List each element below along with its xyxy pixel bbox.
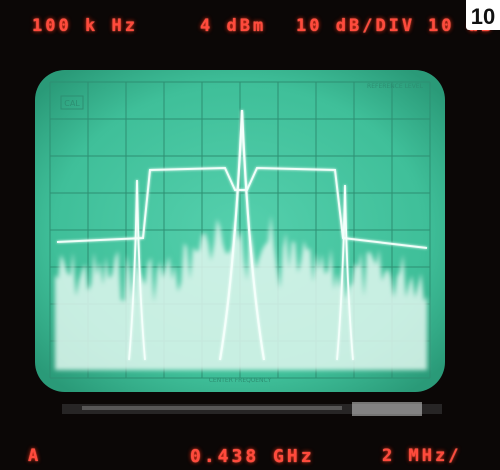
res-bw-unit-k: k [84,16,99,36]
span-unit: MHz/ [408,446,462,466]
ref-level-unit: dBm [226,16,267,36]
bezel-reflection [62,402,442,416]
cal-box [60,95,84,110]
noise-floor [55,215,427,370]
span-value: 2 [382,446,396,466]
readout-center-frequency: 0.438 GHz [190,446,315,467]
readout-span: 2 MHz/ [382,446,461,466]
spectrum-traces [56,109,428,361]
readout-mode: A [28,446,42,466]
scale-unit: dB/DIV [335,16,416,36]
right-value: 10 [428,16,455,36]
res-bw-unit-hz: Hz [111,16,138,36]
readout-scale: 10 dB/DIV [296,16,415,36]
scale-value: 10 [296,16,323,36]
plateau-trace [56,166,428,249]
readout-reference-level: 4 dBm [200,16,266,36]
center-frequency-label: CENTER FREQUENCY [209,377,272,384]
reference-level-label: REFERENCE LEVEL [367,83,424,90]
noise-fill [55,215,427,370]
res-bw-value: 100 [32,16,72,36]
ref-level-value: 4 [200,16,214,36]
center-frequency-value: 0.438 [190,446,260,467]
left-sideband-trace [128,179,146,361]
right-sideband-trace [336,184,354,361]
crt-screen: CAL REFERENCE LEVEL CENTER FREQUENCY [35,70,445,392]
readout-resolution-bw: 100 k Hz [32,16,138,36]
figure-number-badge: 10 [466,0,500,30]
cal-label: CAL [64,99,80,108]
center-frequency-unit: GHz [273,446,315,467]
center-carrier-trace [218,109,266,361]
